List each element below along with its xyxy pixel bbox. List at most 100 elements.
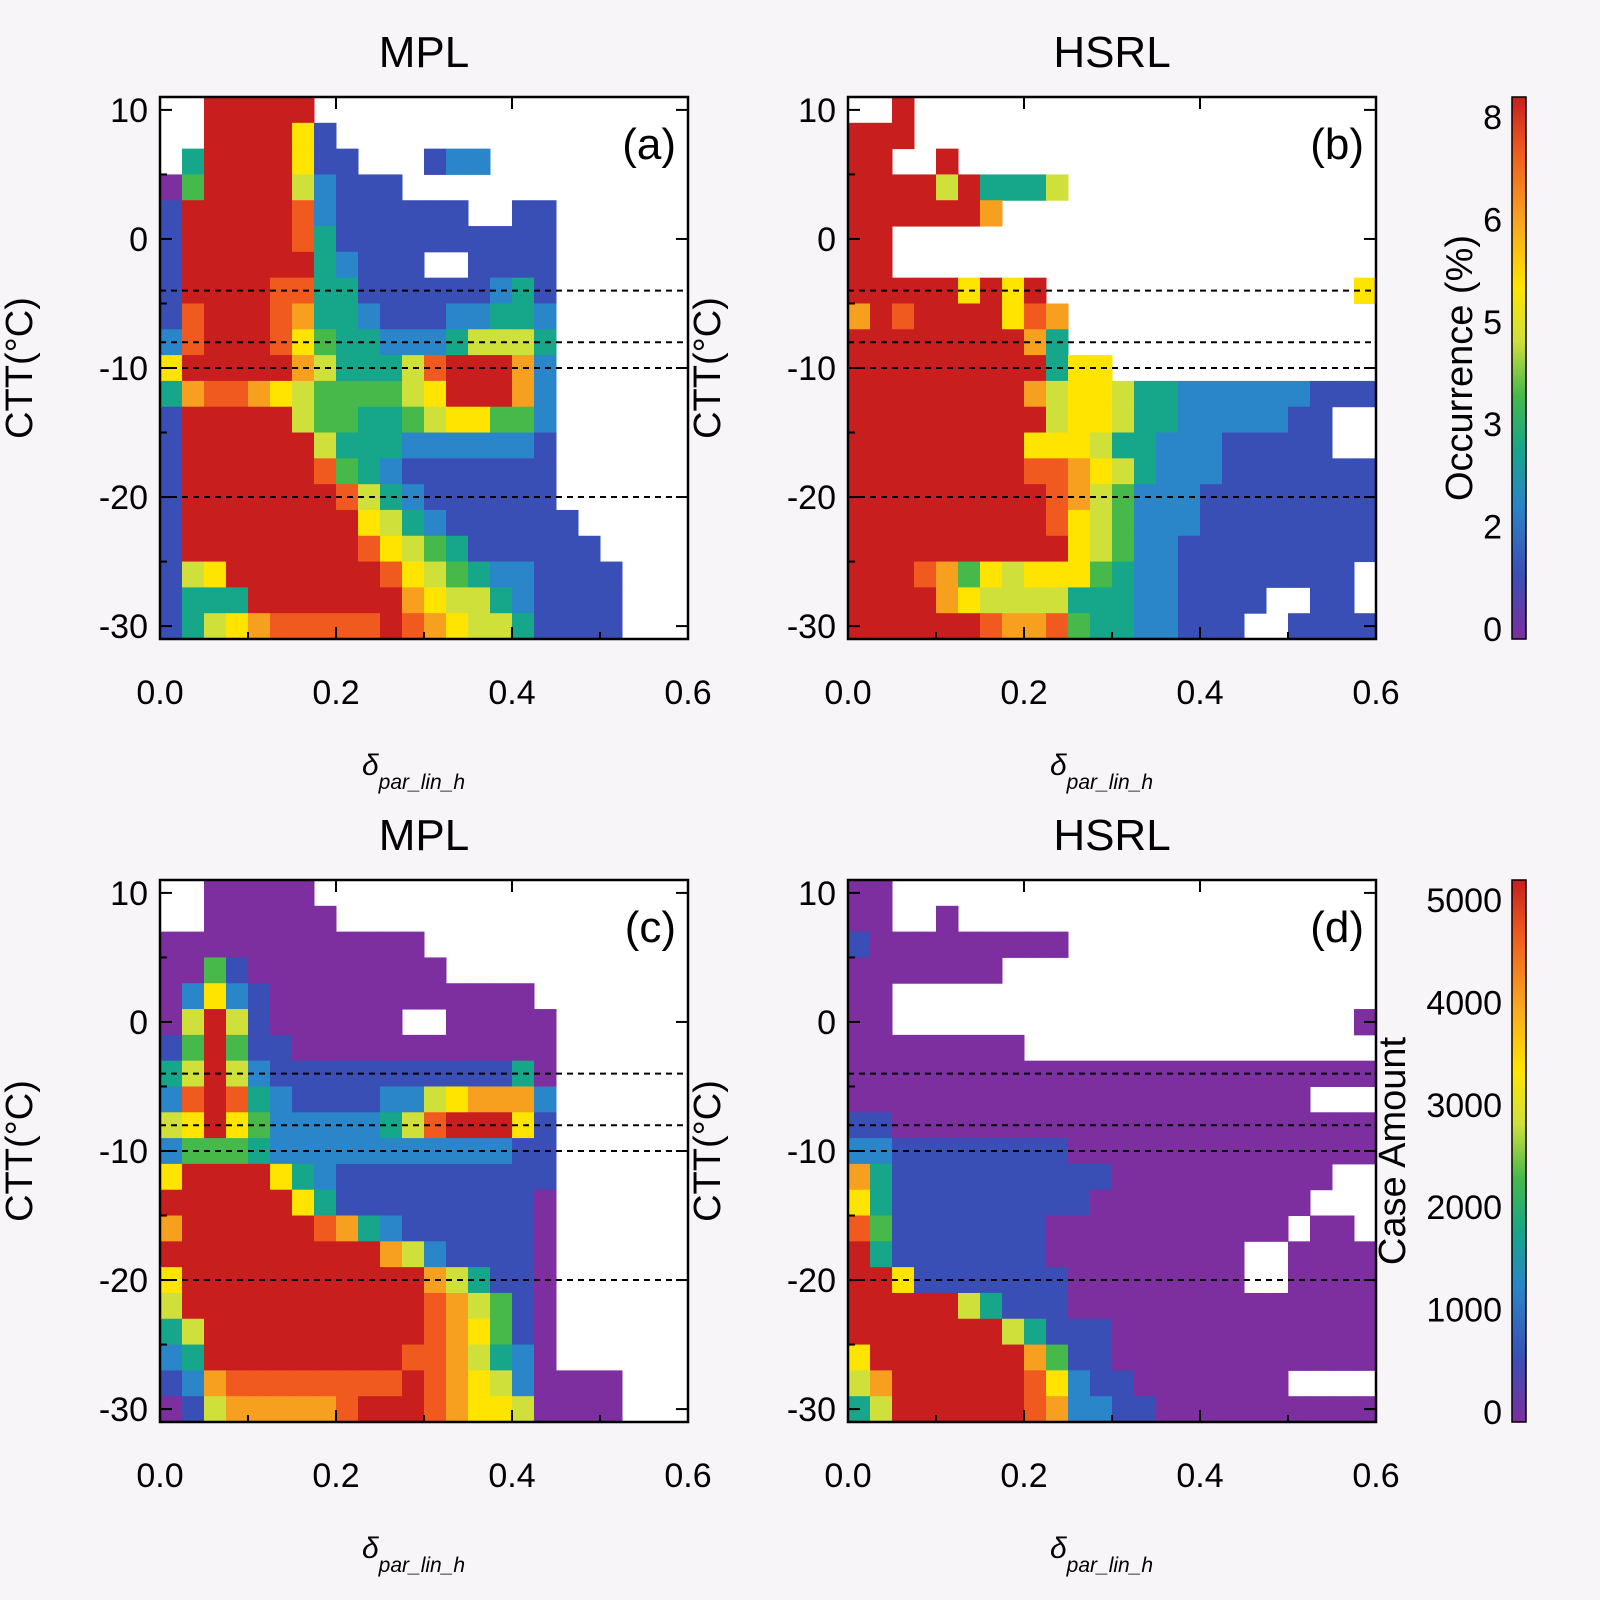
heatmap-cell — [292, 458, 315, 485]
heatmap-cell — [292, 122, 315, 150]
panel-title: HSRL — [1053, 811, 1170, 860]
y-tick-label: 10 — [798, 875, 836, 913]
heatmap-cell — [226, 200, 249, 227]
heatmap-cell — [870, 251, 893, 279]
heatmap-cell — [1266, 380, 1289, 408]
heatmap-cell — [980, 1292, 1003, 1320]
heatmap-cell — [980, 587, 1003, 614]
heatmap-cell — [1002, 458, 1025, 485]
y-tick-label: 10 — [110, 875, 148, 913]
heatmap-cell — [1090, 535, 1113, 563]
heatmap-cell — [980, 1189, 1003, 1217]
heatmap-cell — [848, 148, 871, 175]
heatmap-cell — [380, 174, 403, 201]
heatmap-cell — [424, 226, 447, 253]
heatmap-cell — [1178, 1292, 1201, 1320]
heatmap-cell — [870, 957, 893, 984]
heatmap-cell — [512, 1370, 535, 1397]
heatmap-cell — [1200, 1163, 1223, 1191]
heatmap-cell — [848, 380, 871, 408]
heatmap-cell — [160, 1163, 183, 1191]
x-tick-label: 0.6 — [1352, 1457, 1399, 1495]
heatmap-cell — [958, 1396, 981, 1423]
heatmap-cell — [160, 561, 183, 588]
heatmap-cell — [314, 303, 337, 330]
heatmap-cell — [1002, 432, 1025, 459]
heatmap-cell — [1134, 1370, 1157, 1397]
colorbar-tick-label: 8 — [1483, 99, 1502, 137]
heatmap-cell — [402, 931, 425, 958]
heatmap-cell — [914, 535, 937, 563]
heatmap-cell — [914, 406, 937, 434]
heatmap-cell — [490, 613, 513, 640]
heatmap-cell — [270, 931, 293, 958]
heatmap-cell — [292, 432, 315, 459]
heatmap-cell — [1024, 1163, 1047, 1191]
heatmap-cell — [248, 251, 271, 279]
heatmap-cell — [204, 1034, 227, 1062]
heatmap-cell — [1310, 535, 1333, 563]
x-axis-label: δpar_lin_h — [362, 1532, 465, 1577]
heatmap-cell — [226, 1086, 249, 1113]
heatmap-cell — [182, 174, 205, 201]
heatmap-cell — [1068, 406, 1091, 434]
heatmap-cell — [248, 406, 271, 434]
heatmap-cell — [1332, 561, 1355, 588]
heatmap-cell — [1112, 458, 1135, 485]
heatmap-cell — [204, 1370, 227, 1397]
heatmap-cell — [958, 1163, 981, 1191]
heatmap-cell — [512, 1344, 535, 1371]
heatmap-cell — [446, 1318, 469, 1346]
y-axis-label: CTT(°C) — [0, 1080, 41, 1222]
heatmap-cell — [314, 122, 337, 150]
heatmap-cell — [1244, 587, 1267, 614]
heatmap-cell — [402, 1163, 425, 1191]
heatmap-cell — [204, 613, 227, 640]
panel-label: (a) — [622, 120, 676, 169]
heatmap-cell — [490, 226, 513, 253]
heatmap-cell — [292, 983, 315, 1010]
heatmap-cell — [936, 174, 959, 201]
heatmap-cell — [380, 1189, 403, 1217]
heatmap-cell — [1046, 458, 1069, 485]
heatmap-cell — [1156, 458, 1179, 485]
heatmap-cell — [1134, 1318, 1157, 1346]
heatmap-cell — [1178, 587, 1201, 614]
heatmap-cell — [1090, 1396, 1113, 1423]
heatmap-cell — [1024, 1292, 1047, 1320]
heatmap-cell — [358, 380, 381, 408]
heatmap-cell — [314, 983, 337, 1010]
heatmap-cell — [1134, 509, 1157, 537]
y-tick-label: 0 — [129, 1004, 148, 1042]
heatmap-cell — [512, 200, 535, 227]
heatmap-cell — [248, 1034, 271, 1062]
colorbar-tick-label: 5 — [1483, 304, 1502, 342]
heatmap-cell — [1002, 1189, 1025, 1217]
heatmap-cell — [1222, 561, 1245, 588]
heatmap-cell — [204, 957, 227, 984]
heatmap-cell — [182, 226, 205, 253]
panel-title: HSRL — [1053, 28, 1170, 77]
heatmap-cell — [424, 1215, 447, 1242]
heatmap-cell — [204, 880, 227, 907]
heatmap-cell — [1090, 1292, 1113, 1320]
heatmap-cell — [270, 122, 293, 150]
heatmap-cell — [358, 1163, 381, 1191]
heatmap-cell — [534, 587, 557, 614]
heatmap-cell — [1112, 1318, 1135, 1346]
heatmap-cell — [468, 587, 491, 614]
heatmap-cell — [1288, 1292, 1311, 1320]
heatmap-cell — [468, 613, 491, 640]
heatmap-cell — [204, 148, 227, 175]
heatmap-cell — [1200, 1189, 1223, 1217]
heatmap-panel: 0.0 0.2 0.4 0.6 10 0 -10 -20 -30 MPL (a) CTT(°C) δpa… — [0, 28, 712, 794]
heatmap-cell — [1244, 1189, 1267, 1217]
heatmap-cell — [1002, 380, 1025, 408]
heatmap-cell — [468, 1241, 491, 1268]
heatmap-cell — [556, 1370, 579, 1397]
heatmap-cell — [226, 905, 249, 933]
heatmap-cell — [490, 1241, 513, 1268]
heatmap-cell — [336, 509, 359, 537]
heatmap-cell — [1068, 509, 1091, 537]
heatmap-cell — [204, 905, 227, 933]
